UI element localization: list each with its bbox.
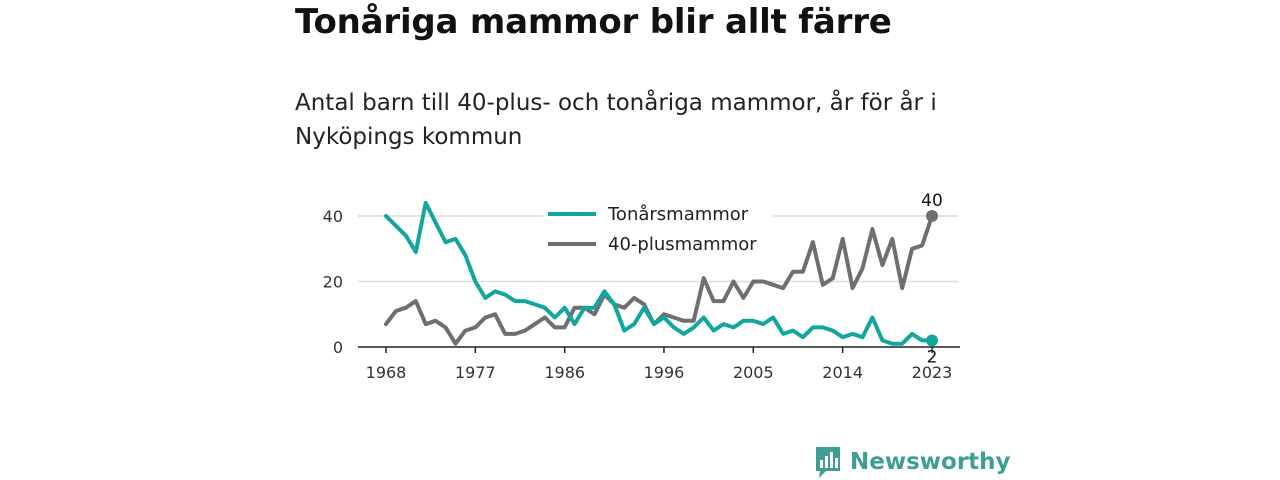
x-tick-label: 2014 — [822, 363, 863, 382]
legend-label: 40-plusmammor — [608, 234, 757, 255]
bar-chart-icon — [816, 447, 840, 478]
y-tick-label: 0 — [333, 338, 343, 357]
newsworthy-logo: Newsworthy — [814, 444, 1011, 480]
x-tick-label: 1986 — [544, 363, 585, 382]
end-label: 2 — [927, 347, 938, 367]
brand-name: Newsworthy — [850, 449, 1011, 475]
x-tick-label: 1996 — [644, 363, 685, 382]
x-tick-label: 2023 — [912, 363, 953, 382]
end-point — [926, 334, 938, 347]
chart-subtitle: Antal barn till 40-plus- och tonåriga ma… — [295, 90, 937, 150]
x-tick-label: 2005 — [733, 363, 774, 382]
y-tick-label: 20 — [323, 273, 343, 292]
series-line-0 — [384, 200, 934, 346]
x-tick-label: 1977 — [455, 363, 496, 382]
end-point — [926, 210, 938, 222]
end-label: 40 — [921, 191, 943, 211]
y-tick-label: 40 — [323, 207, 343, 226]
legend-label: Tonårsmammor — [607, 204, 749, 225]
chart-title: Tonåriga mammor blir allt färre — [295, 2, 892, 42]
x-tick-label: 1968 — [366, 363, 407, 382]
